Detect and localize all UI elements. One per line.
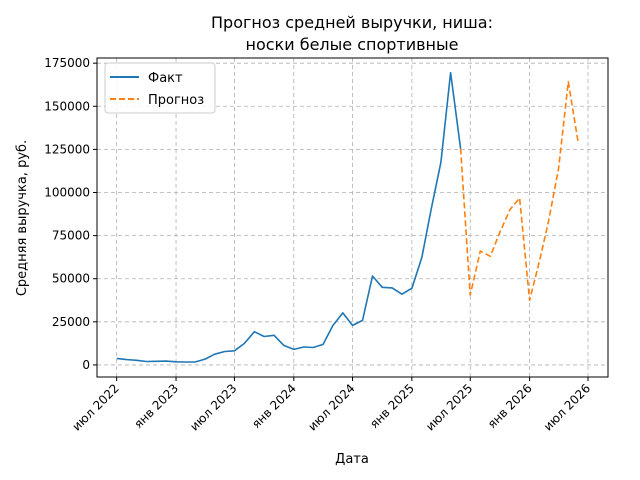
y-tick-label: 150000 [44, 99, 90, 113]
y-tick-label: 175000 [44, 56, 90, 70]
y-tick-label: 125000 [44, 142, 90, 156]
x-tick-label: июл 2026 [541, 381, 593, 433]
series-line-forecast [459, 81, 580, 302]
y-tick-label: 100000 [44, 185, 90, 199]
x-axis-label: Дата [335, 452, 369, 467]
y-tick-label: 0 [82, 358, 90, 372]
y-axis-label: Средняя выручка, руб. [15, 140, 30, 296]
y-tick-label: 50000 [52, 272, 90, 286]
x-tick-label: янв 2026 [485, 381, 535, 431]
series-line-fact [116, 71, 462, 363]
x-tick-label: июл 2024 [305, 381, 357, 433]
series-layer [116, 71, 580, 363]
x-tick-label: янв 2025 [367, 381, 417, 431]
legend-label-fact: Факт [148, 71, 183, 86]
chart-title-line1: Прогноз средней выручки, ниша: [211, 13, 493, 32]
legend-label-forecast: Прогноз [148, 93, 204, 108]
legend: Факт Прогноз [104, 62, 216, 114]
y-tick-label: 75000 [52, 229, 90, 243]
y-axis-ticks: 0 25000 50000 75000 100000 125000 150000 175000 [44, 56, 97, 372]
y-tick-label: 25000 [52, 315, 90, 329]
x-tick-label: янв 2024 [249, 381, 299, 431]
x-tick-label: июл 2025 [423, 381, 475, 433]
x-axis-ticks: июл 2022 янв 2023 июл 2023 янв 2024 июл 2024… [70, 377, 593, 434]
chart-title-line2: носки белые спортивные [246, 35, 459, 54]
x-tick-label: янв 2023 [131, 381, 181, 431]
x-tick-label: июл 2023 [187, 381, 239, 433]
x-tick-label: июл 2022 [70, 381, 122, 433]
legend-box [104, 62, 216, 114]
